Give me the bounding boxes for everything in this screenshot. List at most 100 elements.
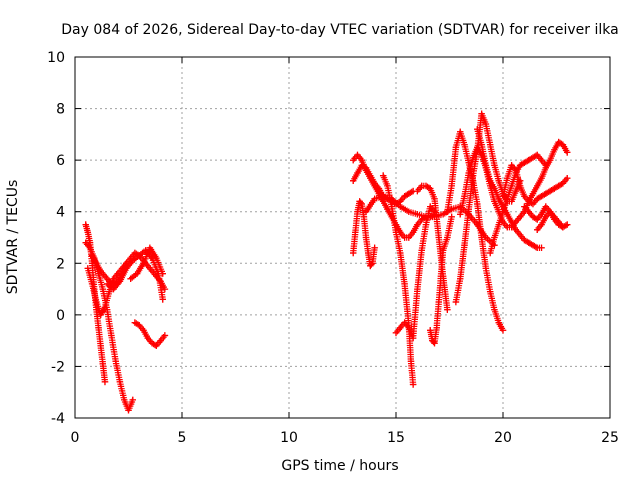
y-tick-label: 0	[56, 308, 65, 324]
data-point	[508, 182, 515, 190]
data-point	[474, 126, 481, 133]
data-point	[112, 358, 119, 365]
data-point	[457, 211, 464, 218]
series-b6	[392, 203, 438, 342]
series-b11	[457, 144, 524, 231]
data-point	[546, 208, 554, 215]
data-point	[362, 234, 370, 241]
data-point	[409, 229, 417, 236]
data-point	[427, 327, 434, 334]
data-point	[129, 396, 136, 404]
data-point	[486, 288, 494, 295]
data-point	[101, 303, 109, 311]
data-point	[101, 378, 109, 386]
data-point	[418, 247, 425, 254]
data-point	[375, 185, 383, 192]
y-tick-labels: -4 -2 0 2 4 6 8 10	[47, 50, 65, 427]
data-point	[431, 195, 438, 203]
data-point	[352, 229, 359, 236]
grid-lines	[75, 57, 610, 418]
chart-title: Day 084 of 2026, Sidereal Day-to-day VTE…	[61, 22, 618, 38]
data-point	[350, 177, 357, 184]
data-point	[97, 267, 104, 275]
data-point	[495, 319, 502, 326]
data-point	[555, 138, 562, 146]
data-point	[99, 285, 107, 293]
y-tick-label: 4	[56, 205, 65, 221]
data-point	[397, 324, 404, 331]
data-point	[482, 162, 490, 169]
y-tick-label: -4	[51, 411, 65, 427]
data-point	[448, 213, 455, 221]
data-point	[362, 164, 370, 172]
data-point	[529, 242, 537, 249]
data-point	[384, 182, 391, 190]
data-point	[439, 211, 447, 218]
data-point	[86, 244, 94, 252]
data-point	[103, 280, 111, 288]
plot-frame	[74, 56, 611, 419]
data-point	[84, 229, 92, 236]
data-point	[422, 221, 430, 228]
data-point	[97, 342, 104, 349]
data-point	[397, 249, 404, 257]
data-point	[478, 141, 485, 148]
plus-markers	[131, 319, 169, 349]
data-point	[564, 221, 571, 228]
data-point	[495, 195, 502, 203]
data-point	[401, 280, 408, 288]
data-point	[538, 211, 545, 218]
series-b5	[379, 172, 417, 388]
data-point	[131, 319, 139, 326]
data-point	[512, 167, 520, 174]
data-point	[499, 208, 507, 215]
x-tick-label: 20	[494, 430, 512, 446]
series-b13	[486, 151, 549, 257]
data-point	[529, 213, 537, 221]
data-point	[542, 203, 549, 210]
data-point	[127, 275, 134, 282]
data-point	[508, 162, 515, 169]
data-point	[140, 327, 147, 334]
data-point	[369, 260, 376, 267]
data-point	[121, 396, 128, 404]
y-tick-label: 10	[47, 50, 65, 66]
data-point	[448, 182, 455, 190]
data-point	[546, 187, 554, 195]
data-point	[136, 252, 143, 259]
data-point	[538, 174, 545, 182]
data-point	[551, 185, 558, 192]
data-point	[123, 265, 130, 272]
data-point	[444, 234, 451, 241]
data-point	[148, 267, 156, 275]
data-point	[110, 285, 117, 293]
data-point	[534, 216, 541, 223]
series-a7	[127, 244, 166, 282]
data-point	[457, 128, 464, 135]
y-tick-label: 6	[56, 153, 65, 169]
data-point	[88, 252, 96, 259]
data-point	[534, 182, 541, 190]
data-point	[354, 151, 361, 159]
data-point	[551, 216, 558, 223]
data-point	[392, 229, 400, 236]
data-point	[414, 211, 421, 218]
data-point	[491, 234, 498, 241]
data-point	[538, 221, 545, 228]
series-b14	[499, 162, 571, 208]
data-point	[465, 169, 472, 177]
x-tick-label: 15	[387, 430, 405, 446]
data-point	[452, 144, 460, 151]
data-point	[405, 190, 413, 197]
data-point	[555, 221, 562, 228]
x-tick-label: 10	[280, 430, 298, 446]
data-point	[93, 260, 100, 267]
data-point	[407, 358, 415, 365]
data-point	[559, 180, 567, 187]
data-point	[435, 298, 442, 306]
data-point	[422, 182, 430, 190]
data-point	[144, 262, 151, 270]
data-point	[461, 242, 468, 249]
x-tick-labels: 0 5 10 15 20 25	[71, 430, 619, 446]
series-b17	[521, 203, 567, 231]
